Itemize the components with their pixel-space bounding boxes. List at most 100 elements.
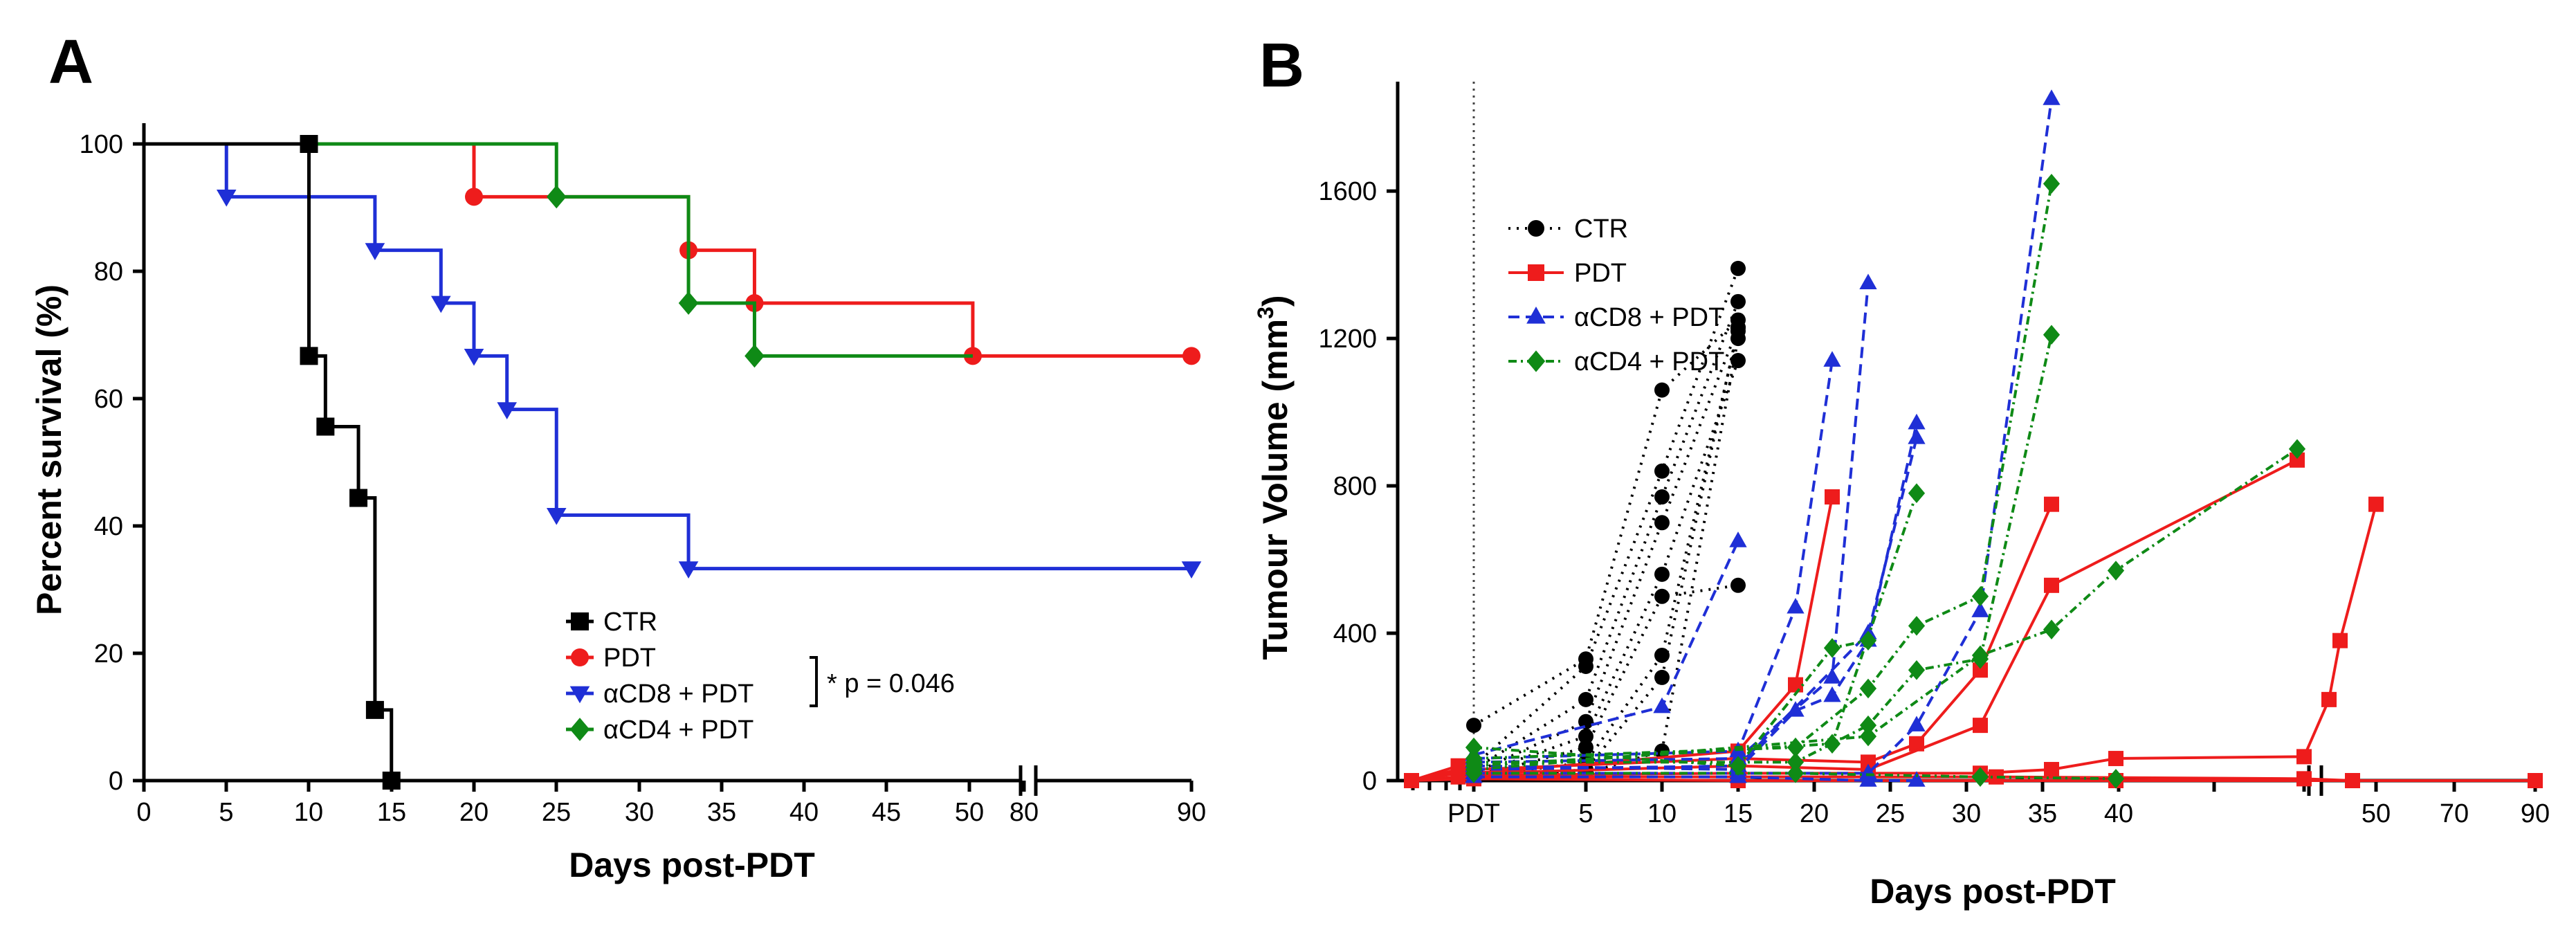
panel-b-growth-curve-aCD4 bbox=[1473, 639, 1869, 767]
panel-b-data-point-PDT bbox=[2321, 691, 2337, 707]
panel-a-x-tick-label: 15 bbox=[377, 798, 406, 827]
panel-a-x-tick-label: 90 bbox=[1177, 798, 1206, 827]
panel-a-data-point-CTR bbox=[382, 772, 401, 790]
panel-a-x-tick-label: 40 bbox=[789, 798, 819, 827]
panel-b-data-point-PDT bbox=[2044, 762, 2059, 778]
panel-b-data-point-PDT bbox=[2108, 751, 2123, 767]
panel-b-x-tick-label: 35 bbox=[2028, 799, 2057, 828]
panel-b-data-point-PDT bbox=[1973, 662, 1988, 678]
panel-a-legend-label-CTR: CTR bbox=[603, 608, 657, 637]
panel-b-growth-curve-CTR bbox=[1473, 327, 1739, 775]
panel-b-legend-label-PDT: PDT bbox=[1574, 259, 1627, 288]
panel-b-growth-curve-aCD4 bbox=[1473, 183, 2053, 761]
panel-b-x-tick-label: 25 bbox=[1876, 799, 1905, 828]
panel-b-data-point-aCD4 bbox=[1465, 737, 1483, 758]
panel-a-axes: 0 20 40 60 80 100 0 5 10 15 20 25 30 35 40 45 50 80 90 bbox=[80, 123, 1206, 827]
panel-b-x-tick-label: 50 bbox=[2362, 799, 2391, 828]
panel-a-x-tick-label: 50 bbox=[955, 798, 984, 827]
panel-b-data-point-aCD4 bbox=[2107, 769, 2125, 789]
panel-b-legend-label-aCD8: αCD8 + PDT bbox=[1574, 303, 1724, 332]
panel-b-data-point-aCD4 bbox=[1787, 763, 1805, 783]
panel-a-data-point-aCD8 bbox=[1181, 561, 1202, 579]
panel-b-x-tick-label: 30 bbox=[1952, 799, 1981, 828]
panel-b-data-point-CTR bbox=[1578, 691, 1593, 707]
panel-b-y-axis-label-main: Tumour Volume (mm bbox=[1256, 319, 1295, 660]
panel-b-legend-marker-CTR bbox=[1528, 220, 1544, 237]
panel-a-data-point-PDT bbox=[465, 188, 483, 206]
panel-b-growth-curve-aCD4 bbox=[1473, 448, 2299, 772]
panel-b-data-point-CTR bbox=[1578, 713, 1593, 729]
panel-a-data-point-aCD4 bbox=[745, 344, 765, 368]
panel-a-legend-label-aCD8: αCD8 + PDT bbox=[603, 680, 753, 709]
panel-a-series-line-CTR bbox=[144, 142, 394, 781]
panel-a-data-point-aCD8 bbox=[431, 295, 451, 313]
panel-a-plot-area bbox=[144, 135, 1202, 790]
panel-a-y-tick-label: 40 bbox=[94, 512, 123, 541]
panel-b-y-axis-label-superscript: 3 bbox=[1253, 307, 1278, 319]
panel-b-data-point-CTR bbox=[1654, 588, 1670, 604]
panel-b-data-point-aCD8 bbox=[1908, 413, 1926, 430]
panel-b-data-point-aCD8 bbox=[1971, 601, 1989, 617]
panel-b-data-point-PDT bbox=[1825, 489, 1840, 505]
panel-b-plot-area bbox=[1404, 89, 2543, 789]
panel-b-x-tick-label: 20 bbox=[1800, 799, 1829, 828]
panel-a-significance-annotation: * p = 0.046 bbox=[827, 669, 955, 698]
panel-b-legend-marker-aCD4 bbox=[1526, 350, 1546, 372]
panel-b-data-point-CTR bbox=[1730, 577, 1746, 593]
panel-b-growth-curve-CTR bbox=[1472, 318, 1739, 727]
panel-b-data-point-aCD4 bbox=[1859, 726, 1877, 747]
panel-b-data-point-aCD8 bbox=[1823, 668, 1841, 684]
panel-b-data-point-PDT bbox=[2528, 773, 2543, 788]
panel-b-data-point-PDT bbox=[2044, 496, 2059, 512]
panel-b-data-point-PDT bbox=[1973, 718, 1988, 734]
panel-b-data-point-aCD8 bbox=[1823, 686, 1841, 702]
panel-b-data-point-aCD4 bbox=[1971, 586, 1989, 607]
panel-b-legend: CTR PDT αCD8 + PDT αCD4 + PDT bbox=[1508, 215, 1724, 376]
panel-b-data-point-PDT bbox=[2368, 496, 2384, 512]
panel-b-data-point-aCD4 bbox=[1908, 660, 1926, 680]
panel-b-x-tick-label: PDT bbox=[1447, 799, 1500, 828]
panel-a-y-tick-label: 20 bbox=[94, 639, 123, 668]
panel-b-data-point-CTR bbox=[1730, 293, 1746, 309]
panel-b-data-point-aCD8 bbox=[1823, 351, 1841, 367]
panel-a-x-tick-label: 25 bbox=[542, 798, 571, 827]
panel-b-x-axis-label: Days post-PDT bbox=[1870, 872, 2116, 911]
panel-a-series-line-aCD4 bbox=[144, 142, 973, 358]
panel-b-growth-curve-aCD8 bbox=[1474, 775, 1917, 782]
panel-b-data-point-aCD4 bbox=[1823, 734, 1841, 754]
panel-b-data-point-CTR bbox=[1730, 260, 1746, 276]
panel-b-data-point-aCD4 bbox=[1823, 638, 1841, 658]
panel-b-legend-marker-aCD8 bbox=[1526, 307, 1546, 324]
panel-b-data-point-aCD8 bbox=[1908, 428, 1926, 444]
panel-a-data-point-aCD8 bbox=[216, 189, 237, 207]
panel-b-letter: B bbox=[1259, 31, 1304, 100]
panel-b-data-point-aCD4 bbox=[2288, 439, 2306, 460]
panel-b-x-tick-label: 90 bbox=[2521, 799, 2550, 828]
panel-a-data-point-PDT bbox=[1182, 347, 1200, 365]
panel-a-legend-marker-aCD4 bbox=[569, 718, 590, 741]
panel-b-axes: 0 400 800 1200 1600 PDT 5 10 15 20 25 30 35 40 50 70 90 bbox=[1318, 82, 2550, 828]
panel-b-data-point-aCD4 bbox=[2107, 561, 2125, 581]
panel-b-data-point-aCD8 bbox=[1653, 697, 1671, 713]
panel-a-x-tick-label: 35 bbox=[707, 798, 736, 827]
panel-a-letter: A bbox=[48, 28, 93, 97]
panel-b-data-point-aCD4 bbox=[1971, 767, 1989, 787]
panel-b-data-point-PDT bbox=[1788, 677, 1803, 693]
panel-b-growth-curve-aCD4 bbox=[1474, 772, 2117, 781]
panel-a-legend-label-PDT: PDT bbox=[603, 644, 656, 673]
panel-b-y-tick-label: 800 bbox=[1333, 472, 1377, 501]
panel-a-series-line-aCD8 bbox=[144, 142, 1191, 571]
panel-a-x-tick-label: 45 bbox=[872, 798, 901, 827]
panel-a-x-tick-label: 20 bbox=[459, 798, 488, 827]
panel-b-data-point-aCD4 bbox=[1908, 483, 1926, 504]
panel-b-data-point-PDT bbox=[1450, 769, 1466, 785]
panel-b-growth-curve-CTR bbox=[1472, 268, 1739, 767]
panel-b-data-point-aCD4 bbox=[1971, 645, 1989, 666]
panel-b-data-point-aCD8 bbox=[1859, 273, 1877, 290]
panel-b-data-point-aCD4 bbox=[1787, 752, 1805, 772]
panel-a-series-line-PDT bbox=[144, 142, 1191, 358]
panel-a-data-point-CTR bbox=[316, 417, 335, 436]
panel-a-data-point-aCD8 bbox=[678, 561, 699, 579]
panel-b-data-point-aCD4 bbox=[1908, 616, 1926, 636]
